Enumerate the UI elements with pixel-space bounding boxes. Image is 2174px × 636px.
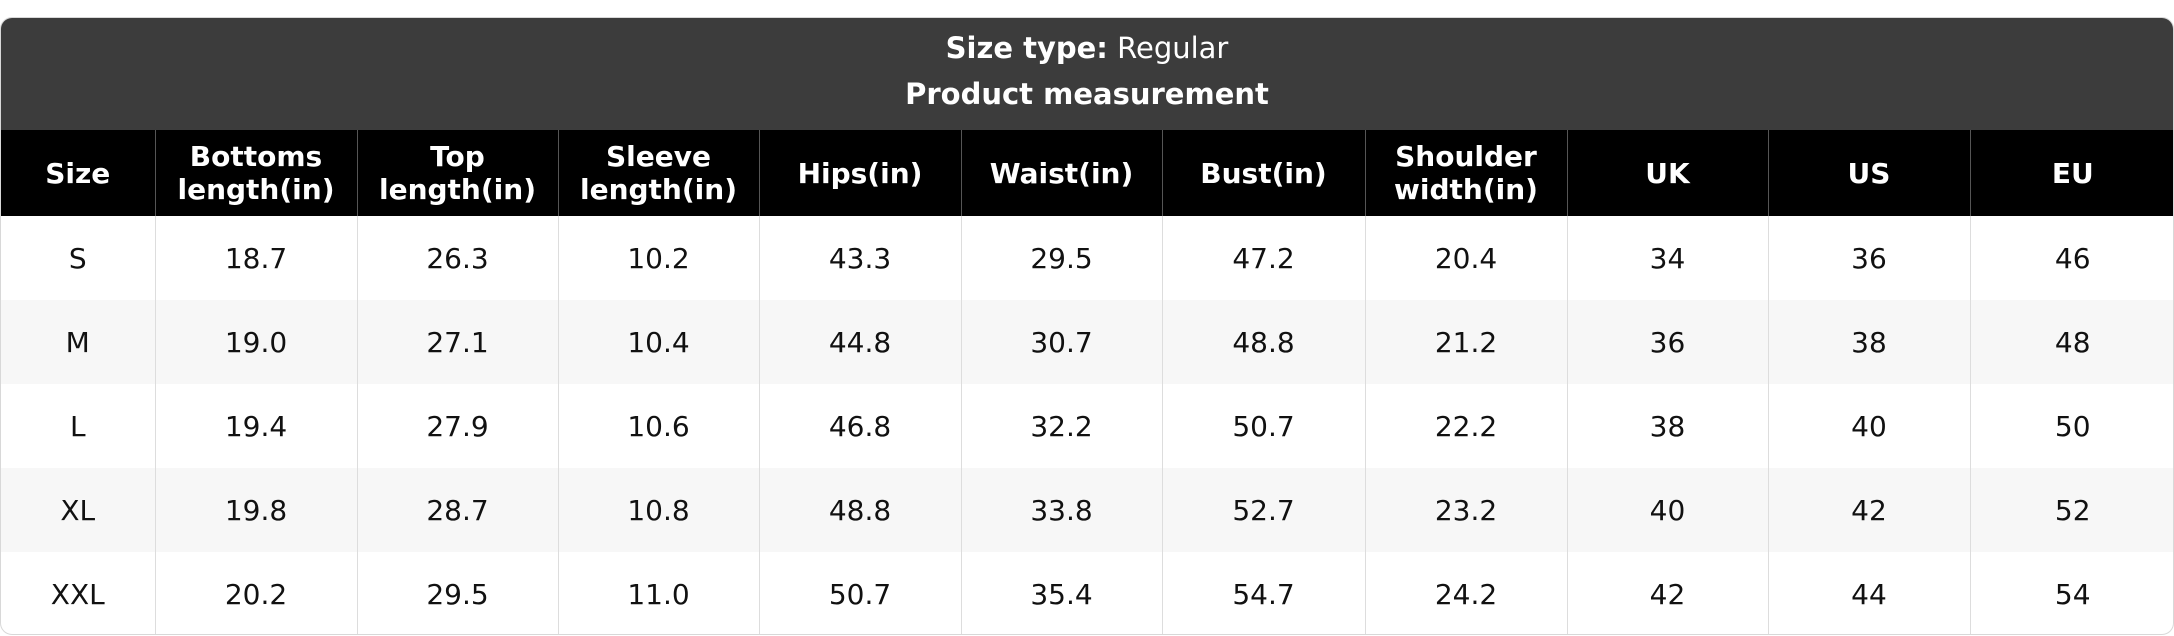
table-cell: XL — [1, 468, 155, 552]
table-row: S 18.7 26.3 10.2 43.3 29.5 47.2 20.4 34 36 46 — [1, 216, 2173, 300]
table-cell: 27.1 — [356, 300, 558, 384]
table-cell: 47.2 — [1161, 216, 1365, 300]
table-cell: 20.2 — [154, 552, 357, 634]
table-cell: 42 — [1566, 552, 1768, 634]
table-cell: 27.9 — [356, 384, 558, 468]
table-cell: 48.8 — [758, 468, 961, 552]
column-header: Hips(in) — [758, 130, 961, 216]
table-cell: 10.6 — [557, 384, 759, 468]
table-cell: 54 — [1969, 552, 2173, 634]
table-cell: 26.3 — [356, 216, 558, 300]
header-row: Size Bottoms length(in) Top length(in) Slee… — [1, 130, 2173, 216]
table-cell: 30.7 — [960, 300, 1162, 384]
table-row: L 19.4 27.9 10.6 46.8 32.2 50.7 22.2 38 40 50 — [1, 384, 2173, 468]
table-cell: 48.8 — [1161, 300, 1365, 384]
table-cell: 40 — [1767, 384, 1970, 468]
table-cell: 22.2 — [1364, 384, 1567, 468]
table-cell: 33.8 — [960, 468, 1162, 552]
table-cell: 44.8 — [758, 300, 961, 384]
table-cell: 20.4 — [1364, 216, 1567, 300]
column-header: Bust(in) — [1161, 130, 1365, 216]
table-cell: 40 — [1566, 468, 1768, 552]
table-cell: 19.8 — [154, 468, 357, 552]
table-cell: 23.2 — [1364, 468, 1567, 552]
table-cell: L — [69, 409, 86, 443]
table-cell: 19.4 — [154, 384, 357, 468]
column-header: Top length(in) — [356, 130, 558, 216]
header: Size type: Regular Product measurement — [1, 18, 2173, 130]
table-cell: 24.2 — [1364, 552, 1567, 634]
table-row: XXL 20.2 29.5 11.0 50.7 35.4 54.7 24.2 42 44 54 — [1, 552, 2173, 634]
table-cell: 38 — [1767, 300, 1970, 384]
size-table: Size Bottoms length(in) Top length(in) Slee… — [1, 130, 2173, 634]
table-cell: 43.3 — [758, 216, 961, 300]
table-cell: 36 — [1566, 300, 1768, 384]
table-cell: M — [1, 300, 155, 384]
table-cell: S — [68, 241, 87, 275]
table-cell: 35.4 — [960, 552, 1162, 634]
table-row: XL 19.8 28.7 10.8 48.8 33.8 52.7 23.2 40 42 52 — [1, 468, 2173, 552]
table-cell: 50.7 — [758, 552, 961, 634]
table-cell: 11.0 — [557, 552, 759, 634]
table-cell: 29.5 — [356, 552, 558, 634]
table-cell: 34 — [1566, 216, 1768, 300]
header-title: Product measurement — [905, 77, 1269, 111]
table-cell: 29.5 — [960, 216, 1162, 300]
table-cell: 50.7 — [1161, 384, 1365, 468]
size-type: Size type: Regular — [1, 18, 2173, 74]
column-header: US — [1767, 130, 1970, 216]
table-cell: 21.2 — [1364, 300, 1567, 384]
column-header: UK — [1566, 130, 1768, 216]
table-cell: 50 — [1969, 384, 2173, 468]
table-cell: 32.2 — [960, 384, 1162, 468]
column-header: EU — [1969, 130, 2173, 216]
table-cell: 46 — [1969, 216, 2173, 300]
table-cell: 54.7 — [1161, 552, 1365, 634]
column-header: Bottoms length(in) — [154, 130, 357, 216]
table-cell: 10.2 — [557, 216, 759, 300]
table-cell: 19.0 — [154, 300, 357, 384]
table-cell: XXL — [50, 577, 105, 611]
table-cell: 52.7 — [1161, 468, 1365, 552]
column-header: Waist(in) — [960, 130, 1162, 216]
table-cell: 28.7 — [356, 468, 558, 552]
table-cell: 46.8 — [758, 384, 961, 468]
table-cell: 52 — [1969, 468, 2173, 552]
table-cell: 18.7 — [154, 216, 357, 300]
size-type-label: Size type: — [945, 31, 1108, 65]
column-header: Sleeve length(in) — [557, 130, 759, 216]
table-cell: 48 — [1969, 300, 2173, 384]
column-header: Size — [1, 130, 155, 216]
table-cell: 10.8 — [557, 468, 759, 552]
column-header: Shoulder width(in) — [1364, 130, 1567, 216]
table-cell: 42 — [1767, 468, 1970, 552]
table-row: M 19.0 27.1 10.4 44.8 30.7 48.8 21.2 36 38 48 — [1, 300, 2173, 384]
table-cell: 10.4 — [557, 300, 759, 384]
size-chart: Size type: Regular Product measurement S… — [0, 17, 2174, 635]
size-type-value: Regular — [1117, 31, 1229, 65]
table-cell: 44 — [1767, 552, 1970, 634]
table-cell: 36 — [1767, 216, 1970, 300]
table-cell: 38 — [1566, 384, 1768, 468]
